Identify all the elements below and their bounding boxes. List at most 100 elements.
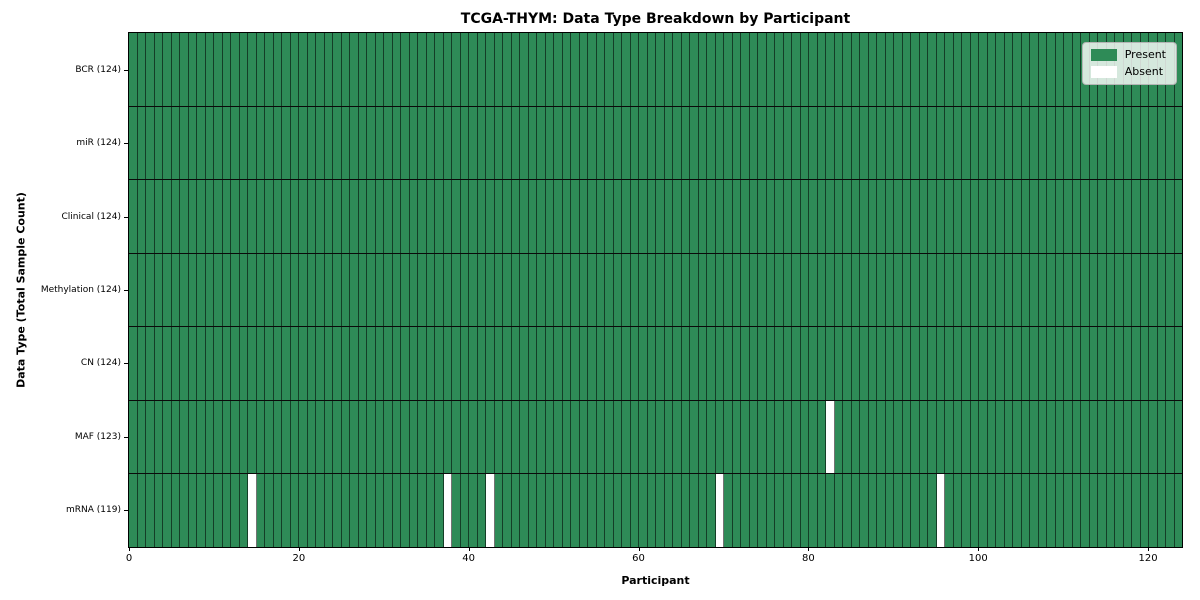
cell-present [282, 400, 291, 474]
cell-present [460, 327, 469, 400]
cell-present [766, 106, 775, 180]
cell-present [894, 106, 903, 180]
cell-present [197, 106, 206, 180]
cell-present [375, 106, 384, 180]
cell-present [1013, 474, 1022, 548]
cell-present [1132, 180, 1141, 253]
cell-present [367, 180, 376, 253]
cell-present [1030, 106, 1039, 180]
cell-present [775, 106, 784, 180]
cell-present [732, 327, 741, 400]
cell-present [1064, 33, 1073, 106]
heatmap-row-miR [129, 106, 1182, 181]
cell-present [656, 327, 665, 400]
cell-present [766, 33, 775, 106]
cell-present [537, 400, 546, 474]
cell-present [486, 180, 495, 253]
cell-present [154, 180, 163, 253]
cell-present [137, 327, 146, 400]
cell-present [588, 33, 597, 106]
cell-present [256, 253, 265, 327]
cell-present [205, 400, 214, 474]
cell-present [749, 180, 758, 253]
cell-present [511, 253, 520, 327]
cell-present [1166, 253, 1175, 327]
cell-present [418, 327, 427, 400]
cell-present [239, 106, 248, 180]
cell-present [851, 180, 860, 253]
cell-present [851, 33, 860, 106]
cell-present [537, 33, 546, 106]
cell-present [503, 33, 512, 106]
cell-present [571, 253, 580, 327]
cell-present [860, 253, 869, 327]
cell-present [163, 400, 172, 474]
cell-present [452, 253, 461, 327]
cell-present [894, 400, 903, 474]
cell-present [1123, 474, 1132, 548]
cell-present [656, 180, 665, 253]
cell-present [817, 106, 826, 180]
cell-present [690, 180, 699, 253]
cell-present [630, 400, 639, 474]
cell-present [222, 253, 231, 327]
cell-present [1174, 106, 1182, 180]
cell-present [749, 33, 758, 106]
cell-present [426, 180, 435, 253]
cell-present [758, 33, 767, 106]
cell-present [239, 33, 248, 106]
cell-present [630, 106, 639, 180]
cell-present [477, 33, 486, 106]
x-tick-label-120: 120 [1138, 553, 1158, 564]
cell-present [953, 180, 962, 253]
cell-present [817, 400, 826, 474]
cell-present [129, 327, 138, 400]
cell-present [537, 327, 546, 400]
cell-present [205, 474, 214, 548]
cell-present [401, 400, 410, 474]
cell-present [511, 400, 520, 474]
cell-present [469, 253, 478, 327]
cell-present [316, 33, 325, 106]
cell-present [928, 400, 937, 474]
cell-present [1166, 106, 1175, 180]
cell-present [979, 180, 988, 253]
cell-present [163, 180, 172, 253]
cell-present [282, 33, 291, 106]
cell-present [1038, 33, 1047, 106]
cell-present [375, 253, 384, 327]
cell-present [171, 33, 180, 106]
cell-present [571, 33, 580, 106]
cell-present [1064, 474, 1073, 548]
cell-present [180, 253, 189, 327]
cell-present [299, 400, 308, 474]
cell-present [911, 106, 920, 180]
cell-present [1081, 327, 1090, 400]
cell-absent [936, 474, 945, 548]
cell-present [1072, 400, 1081, 474]
cell-present [333, 474, 342, 548]
cell-present [333, 253, 342, 327]
cell-present [401, 180, 410, 253]
cell-present [443, 327, 452, 400]
cell-present [511, 474, 520, 548]
cell-present [928, 106, 937, 180]
cell-present [171, 400, 180, 474]
cell-present [1157, 180, 1166, 253]
y-tick-mark [124, 436, 128, 438]
cell-present [1123, 400, 1132, 474]
cell-present [834, 33, 843, 106]
cell-present [273, 33, 282, 106]
cell-present [834, 400, 843, 474]
cell-present [545, 474, 554, 548]
cell-present [443, 180, 452, 253]
cell-present [316, 253, 325, 327]
cell-present [256, 327, 265, 400]
cell-present [188, 253, 197, 327]
cell-present [197, 33, 206, 106]
cell-present [1055, 327, 1064, 400]
cell-present [758, 400, 767, 474]
cell-present [860, 180, 869, 253]
cell-present [800, 253, 809, 327]
cell-present [384, 253, 393, 327]
